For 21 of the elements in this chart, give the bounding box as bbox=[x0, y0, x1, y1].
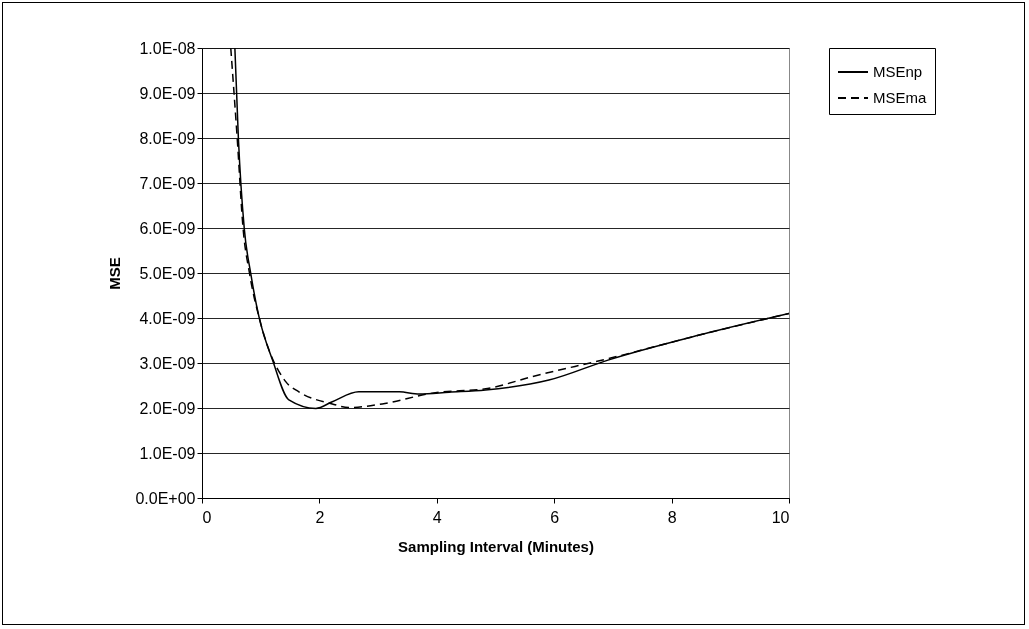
x-tick-label: 4 bbox=[432, 508, 442, 526]
y-tick-label: 6.0E-09 bbox=[139, 219, 196, 237]
y-tick-label: 4.0E-09 bbox=[139, 309, 196, 327]
y-tick-label: 8.0E-09 bbox=[139, 129, 196, 147]
y-tick-label: 2.0E-09 bbox=[139, 399, 196, 417]
y-tick-label: 7.0E-09 bbox=[139, 174, 196, 192]
y-tick-label: 5.0E-09 bbox=[139, 264, 196, 282]
x-tick-label: 6 bbox=[550, 508, 560, 526]
x-tick-label: 2 bbox=[315, 508, 325, 526]
x-tick-label: 10 bbox=[771, 508, 790, 526]
y-axis-title: MSE bbox=[106, 257, 124, 290]
y-tick-label: 0.0E+00 bbox=[135, 489, 196, 507]
x-tick-label: 0 bbox=[202, 508, 212, 526]
x-tick-label: 8 bbox=[667, 508, 677, 526]
y-tick-label: 1.0E-08 bbox=[139, 39, 196, 57]
y-tick-label: 3.0E-09 bbox=[139, 354, 196, 372]
legend-label: MSEnp bbox=[873, 63, 923, 80]
y-tick-label: 1.0E-09 bbox=[139, 444, 196, 462]
y-tick-label: 9.0E-09 bbox=[139, 84, 196, 102]
x-axis-title: Sampling Interval (Minutes) bbox=[398, 537, 594, 555]
legend-label: MSEma bbox=[873, 89, 927, 106]
